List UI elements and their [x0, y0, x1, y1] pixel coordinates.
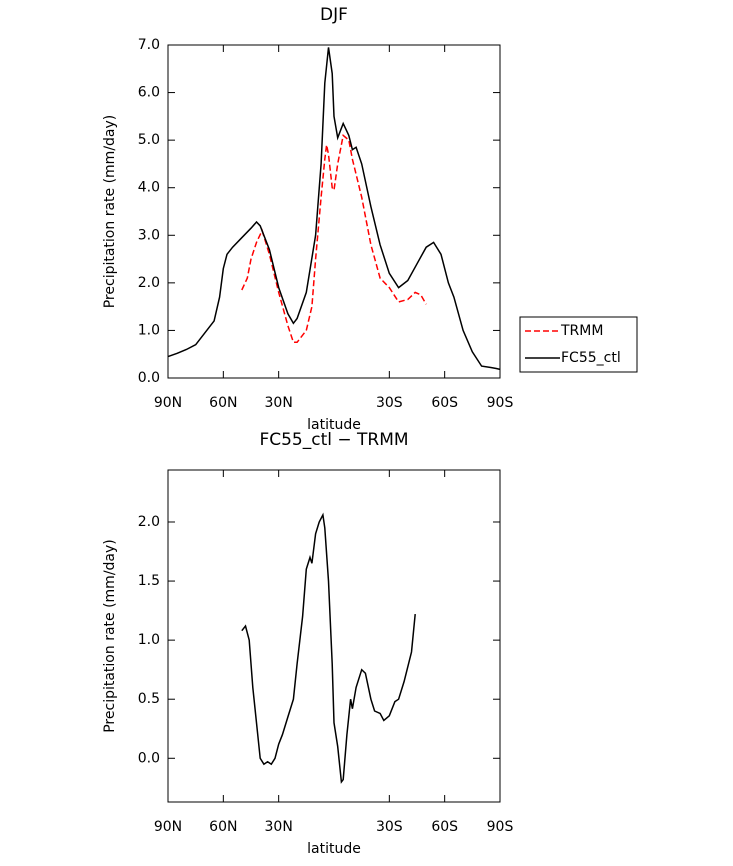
x-tick-label: 60N [209, 819, 237, 835]
x-tick-label: 90S [487, 819, 514, 835]
y-tick-label: 2.0 [138, 275, 160, 291]
x-tick-label: 30S [376, 395, 403, 411]
x-tick-label: 60S [431, 395, 458, 411]
plot-frame [167, 44, 501, 379]
x-tick-label: 30S [376, 819, 403, 835]
y-tick-label: 4.0 [138, 180, 160, 196]
legend-label: TRMM [560, 323, 603, 339]
y-tick-label: 5.0 [138, 132, 160, 148]
data-line [241, 134, 427, 344]
y-tick-label: 2.0 [138, 514, 160, 530]
y-tick-label: 6.0 [138, 85, 160, 101]
y-tick-label: 1.0 [138, 632, 160, 648]
y-tick-label: 3.0 [138, 227, 160, 243]
x-tick-label: 90S [487, 395, 514, 411]
legend-box [519, 316, 638, 373]
x-tick-label: 60N [209, 395, 237, 411]
legend-label: FC55_ctl [561, 350, 621, 366]
y-tick-label: 1.0 [138, 322, 160, 338]
x-tick-label: 30N [265, 395, 293, 411]
x-tick-label: 90N [154, 395, 182, 411]
y-tick-label: 0.0 [138, 370, 160, 386]
x-axis-label: latitude [307, 417, 361, 433]
chart-title: FC55_ctl − TRMM [259, 430, 408, 450]
chart-title: DJF [320, 5, 348, 25]
y-axis-label: Precipitation rate (mm/day) [102, 539, 118, 733]
x-axis-label: latitude [307, 841, 361, 857]
y-axis-label: Precipitation rate (mm/day) [102, 115, 118, 309]
y-tick-label: 0.5 [138, 691, 160, 707]
x-tick-label: 90N [154, 819, 182, 835]
x-tick-label: 30N [265, 819, 293, 835]
data-line [241, 512, 416, 784]
plot-frame [167, 469, 501, 803]
y-tick-label: 7.0 [138, 37, 160, 53]
x-tick-label: 60S [431, 819, 458, 835]
y-tick-label: 0.0 [138, 750, 160, 766]
data-line [167, 47, 501, 371]
y-tick-label: 1.5 [138, 573, 160, 589]
